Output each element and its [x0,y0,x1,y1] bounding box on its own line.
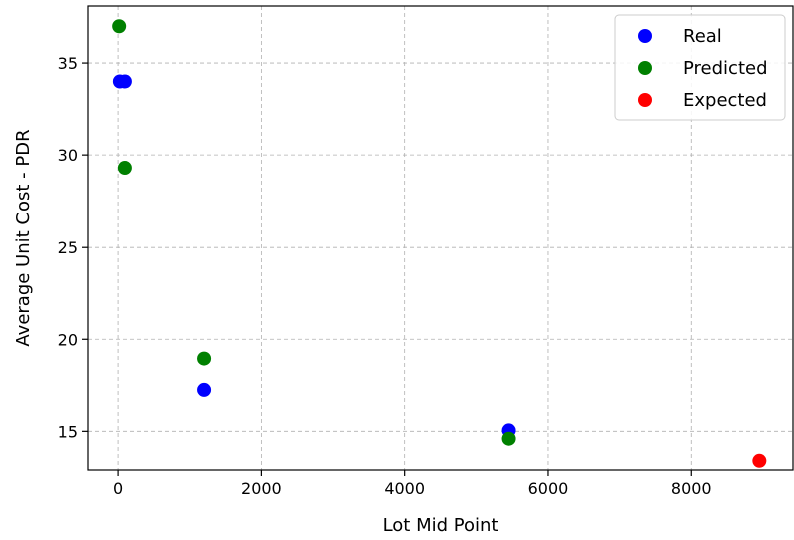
legend-label-expected: Expected [683,90,767,111]
x-tick-label: 0 [113,479,123,498]
data-points [112,19,767,468]
x-tick-label: 6000 [528,479,569,498]
point-predicted [197,351,212,366]
point-real [197,382,212,397]
y-tick-label: 25 [58,238,78,257]
x-tick-label: 4000 [384,479,425,498]
x-tick-label: 2000 [241,479,282,498]
point-expected [752,453,767,468]
legend-label-real: Real [683,26,722,47]
legend-box [614,14,786,121]
y-tick-label: 20 [58,330,78,349]
legend-marker-predicted [638,61,652,75]
legend-marker-real [638,29,652,43]
y-axis-label: Average Unit Cost - PDR [13,129,34,346]
x-tick-label: 8000 [671,479,712,498]
point-real [117,74,132,89]
point-predicted [112,19,127,34]
point-predicted [117,161,132,176]
y-tick-label: 30 [58,146,78,165]
grid [88,6,793,470]
x-axis-label: Lot Mid Point [383,515,499,536]
legend-label-predicted: Predicted [683,58,768,79]
y-tick-label: 15 [58,422,78,441]
legend-marker-expected [638,93,652,107]
y-tick-label: 35 [58,54,78,73]
legend: Real Predicted Expected [614,14,786,121]
plot-frame [87,5,794,471]
point-predicted [501,431,516,446]
axis-ticks: 0 2000 4000 6000 8000 15 20 25 30 35 [58,54,712,498]
